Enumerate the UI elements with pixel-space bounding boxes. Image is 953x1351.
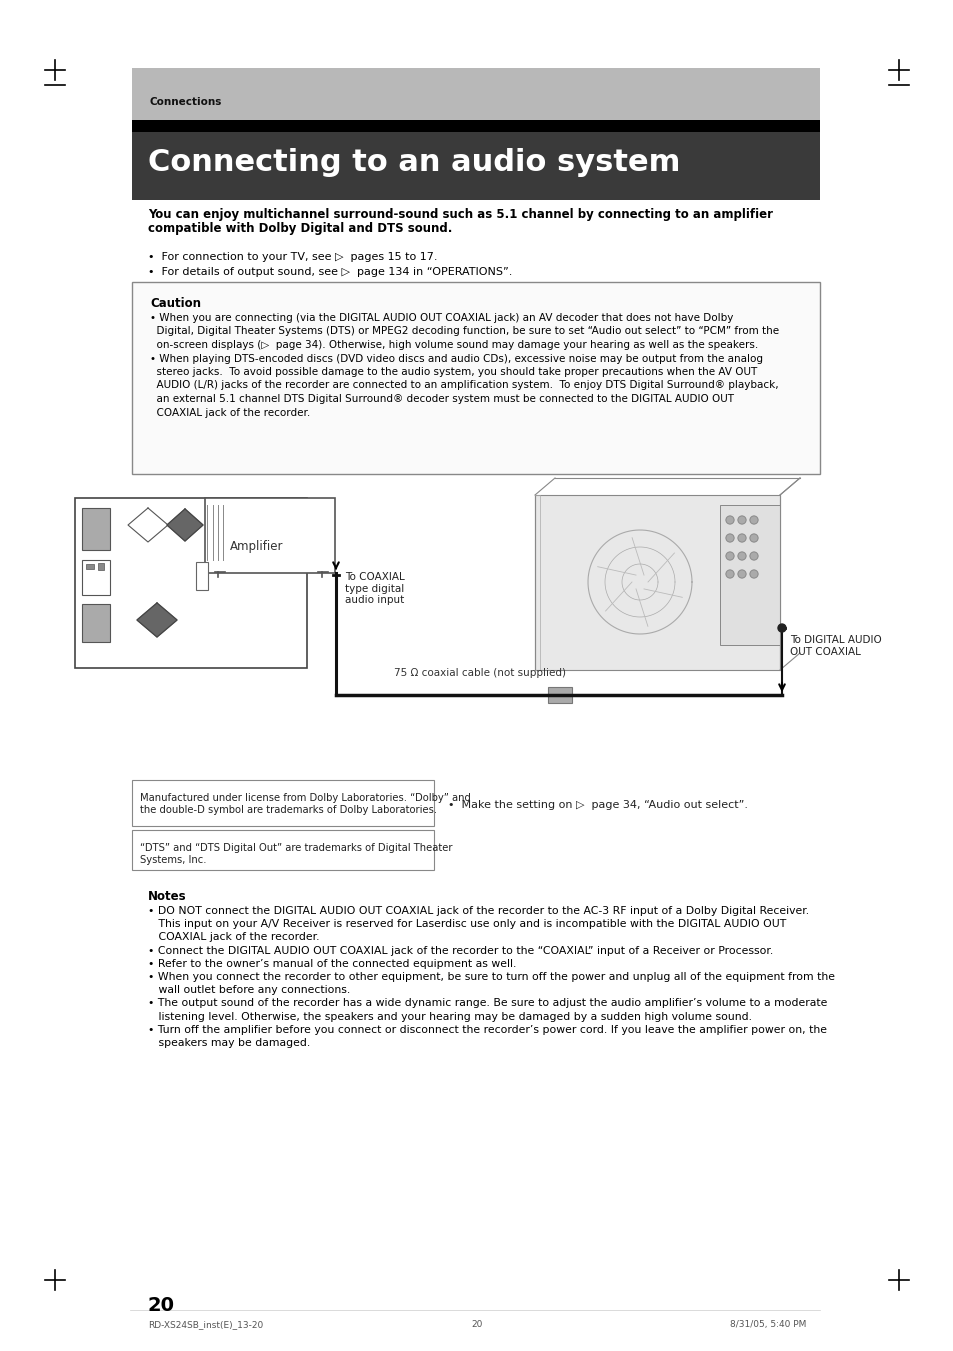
Text: Notes: Notes [148, 890, 187, 902]
Bar [132, 132, 820, 200]
Circle shape [725, 534, 733, 542]
Circle shape [738, 534, 745, 542]
Bar [82, 561, 110, 594]
Text: 8/31/05, 5:40 PM: 8/31/05, 5:40 PM [729, 1320, 805, 1329]
Text: COAXIAL jack of the recorder.: COAXIAL jack of the recorder. [150, 408, 310, 417]
Circle shape [749, 570, 758, 578]
Text: Digital, Digital Theater Systems (DTS) or MPEG2 decoding function, be sure to se: Digital, Digital Theater Systems (DTS) o… [150, 327, 779, 336]
Circle shape [738, 516, 745, 524]
Text: compatible with Dolby Digital and DTS sound.: compatible with Dolby Digital and DTS so… [148, 222, 452, 235]
Circle shape [725, 516, 733, 524]
Bar [205, 499, 335, 573]
Text: •  For details of output sound, see ▷  page 134 in “OPERATIONS”.: • For details of output sound, see ▷ pag… [148, 267, 512, 277]
Text: Connecting to an audio system: Connecting to an audio system [148, 149, 679, 177]
Bar [720, 505, 780, 644]
Text: 75 Ω coaxial cable (not supplied): 75 Ω coaxial cable (not supplied) [394, 667, 565, 678]
Bar [132, 68, 820, 120]
Text: RD-XS24SB_inst(E)_13-20: RD-XS24SB_inst(E)_13-20 [148, 1320, 263, 1329]
Bar [132, 120, 820, 132]
Text: •  For connection to your TV, see ▷  pages 15 to 17.: • For connection to your TV, see ▷ pages… [148, 253, 437, 262]
Text: 20: 20 [471, 1320, 482, 1329]
Text: Caution: Caution [150, 297, 201, 309]
Circle shape [778, 624, 785, 632]
Text: • When playing DTS-encoded discs (DVD video discs and audio CDs), excessive nois: • When playing DTS-encoded discs (DVD vi… [150, 354, 762, 363]
Text: To DIGITAL AUDIO
OUT COAXIAL: To DIGITAL AUDIO OUT COAXIAL [789, 635, 881, 657]
Bar [195, 562, 208, 590]
Text: “DTS” and “DTS Digital Out” are trademarks of Digital Theater
Systems, Inc.: “DTS” and “DTS Digital Out” are trademar… [140, 843, 452, 865]
Text: wall outlet before any connections.: wall outlet before any connections. [148, 985, 350, 996]
Text: • Connect the DIGITAL AUDIO OUT COAXIAL jack of the recorder to the “COAXIAL” in: • Connect the DIGITAL AUDIO OUT COAXIAL … [148, 946, 773, 955]
Bar [132, 780, 434, 825]
Text: an external 5.1 channel DTS Digital Surround® decoder system must be connected t: an external 5.1 channel DTS Digital Surr… [150, 394, 733, 404]
Bar [98, 563, 104, 570]
Text: 20: 20 [148, 1296, 174, 1315]
Bar [535, 494, 780, 670]
Text: COAXIAL jack of the recorder.: COAXIAL jack of the recorder. [148, 932, 319, 943]
Text: • When you are connecting (via the DIGITAL AUDIO OUT COAXIAL jack) an AV decoder: • When you are connecting (via the DIGIT… [150, 313, 733, 323]
Text: • The output sound of the recorder has a wide dynamic range. Be sure to adjust t: • The output sound of the recorder has a… [148, 998, 826, 1008]
Circle shape [725, 570, 733, 578]
Text: AUDIO (L/R) jacks of the recorder are connected to an amplification system.  To : AUDIO (L/R) jacks of the recorder are co… [150, 381, 778, 390]
Text: Amplifier: Amplifier [230, 540, 283, 553]
Bar [82, 604, 110, 642]
Bar [82, 508, 110, 550]
Polygon shape [128, 508, 168, 542]
Circle shape [725, 553, 733, 561]
Circle shape [749, 534, 758, 542]
Text: You can enjoy multichannel surround-sound such as 5.1 channel by connecting to a: You can enjoy multichannel surround-soun… [148, 208, 772, 222]
Text: stereo jacks.  To avoid possible damage to the audio system, you should take pro: stereo jacks. To avoid possible damage t… [150, 367, 757, 377]
Bar [547, 688, 572, 703]
Text: • DO NOT connect the DIGITAL AUDIO OUT COAXIAL jack of the recorder to the AC-3 : • DO NOT connect the DIGITAL AUDIO OUT C… [148, 907, 808, 916]
Polygon shape [137, 603, 177, 638]
Text: • When you connect the recorder to other equipment, be sure to turn off the powe: • When you connect the recorder to other… [148, 971, 834, 982]
Circle shape [749, 553, 758, 561]
Text: speakers may be damaged.: speakers may be damaged. [148, 1038, 310, 1048]
Text: • Turn off the amplifier before you connect or disconnect the recorder’s power c: • Turn off the amplifier before you conn… [148, 1025, 826, 1035]
Circle shape [738, 553, 745, 561]
Text: listening level. Otherwise, the speakers and your hearing may be damaged by a su: listening level. Otherwise, the speakers… [148, 1012, 751, 1021]
Bar [132, 830, 434, 870]
Bar [132, 282, 820, 474]
Text: This input on your A/V Receiver is reserved for Laserdisc use only and is incomp: This input on your A/V Receiver is reser… [148, 919, 785, 929]
Polygon shape [167, 509, 203, 540]
Bar [86, 563, 94, 569]
Bar [75, 499, 307, 667]
Circle shape [738, 570, 745, 578]
Text: To COAXIAL
type digital
audio input: To COAXIAL type digital audio input [345, 571, 404, 605]
Text: on-screen displays (▷  page 34). Otherwise, high volume sound may damage your he: on-screen displays (▷ page 34). Otherwis… [150, 340, 758, 350]
Text: Connections: Connections [150, 97, 222, 107]
Text: Manufactured under license from Dolby Laboratories. “Dolby” and
the double-D sym: Manufactured under license from Dolby La… [140, 793, 471, 815]
Text: •  Make the setting on ▷  page 34, “Audio out select”.: • Make the setting on ▷ page 34, “Audio … [448, 800, 747, 811]
Text: • Refer to the owner’s manual of the connected equipment as well.: • Refer to the owner’s manual of the con… [148, 959, 516, 969]
Circle shape [749, 516, 758, 524]
